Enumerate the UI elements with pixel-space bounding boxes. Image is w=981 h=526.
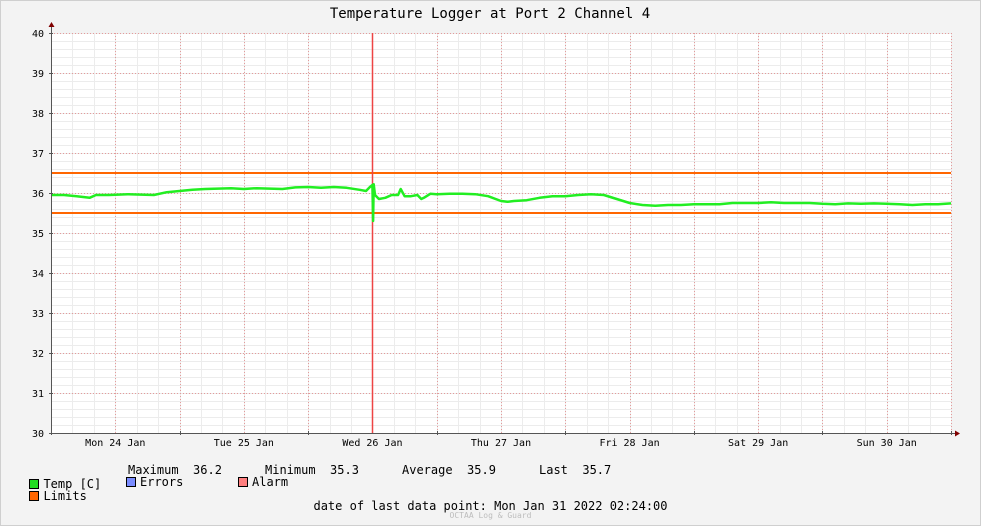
errors-legend: Errors [126,475,183,489]
y-tick-label: 33 [32,309,44,320]
limits-swatch [29,490,40,501]
last-value: 35.7 [582,463,612,477]
legend-row-2: Limits [15,475,87,503]
minimum-label: Minimum [265,463,316,477]
axes [48,22,960,437]
y-tick-label: 38 [32,109,44,120]
y-tick-label: 30 [32,429,44,440]
maximum-label: Maximum [128,463,179,477]
y-tick-label: 36 [32,189,44,200]
y-tick-label: 34 [32,269,44,280]
alarm-legend: Alarm [238,475,288,489]
x-tick-labels: Mon 24 Jan Tue 25 Jan Wed 26 Jan Thu 27 Jan… [85,438,917,449]
y-tick-label: 35 [32,229,44,240]
x-tick-label: Wed 26 Jan [342,438,402,449]
temp-series-line [51,182,952,223]
maximum-value: 36.2 [193,463,222,477]
average-value: 35.9 [467,463,496,477]
alarm-swatch [238,476,248,487]
maximum-stat: Maximum 36.2 [128,463,222,477]
last-stat: Last 35.7 [539,463,611,477]
alarm-legend-label: Alarm [252,475,289,489]
x-tick-label: Sun 30 Jan [857,438,917,449]
temperature-series [51,182,952,223]
errors-legend-label: Errors [140,475,184,489]
y-tick-label: 32 [32,349,44,360]
temp-legend-label: Temp [C] [43,477,102,491]
errors-swatch [126,476,136,487]
y-tick-label: 39 [32,69,44,80]
limit-lines [51,172,951,214]
y-tick-label: 40 [32,29,44,40]
last-point-value: Mon Jan 31 2022 02:24:00 [494,499,668,513]
y-tick-label: 31 [32,389,44,400]
average-stat: Average 35.9 [402,463,496,477]
legend-row-1: Temp [C] [15,463,101,491]
x-tick-label: Sat 29 Jan [728,438,788,449]
temp-swatch [29,478,40,489]
x-tick-label: Fri 28 Jan [599,438,659,449]
chart-title: Temperature Logger at Port 2 Channel 4 [330,6,650,22]
last-point-label: date of last data point: [313,499,487,513]
x-tick-label: Mon 24 Jan [85,438,145,449]
y-tick-labels: 30 31 32 33 34 35 36 37 38 39 40 [32,29,44,440]
last-data-point: date of last data point: Mon Jan 31 2022… [0,499,981,513]
minimum-value: 35.3 [330,463,359,477]
x-tick-label: Tue 25 Jan [214,438,274,449]
x-tick-label: Thu 27 Jan [471,438,531,449]
minimum-stat: Minimum 35.3 [265,463,359,477]
average-label: Average [402,463,453,477]
last-label: Last [539,463,568,477]
major-grid [51,33,952,434]
limits-legend-label: Limits [43,489,87,503]
x-axis-arrow [955,430,960,437]
y-tick-label: 37 [32,149,44,160]
y-axis-arrow [48,22,55,27]
watermark: OCTAA Log & Guard [449,511,532,520]
